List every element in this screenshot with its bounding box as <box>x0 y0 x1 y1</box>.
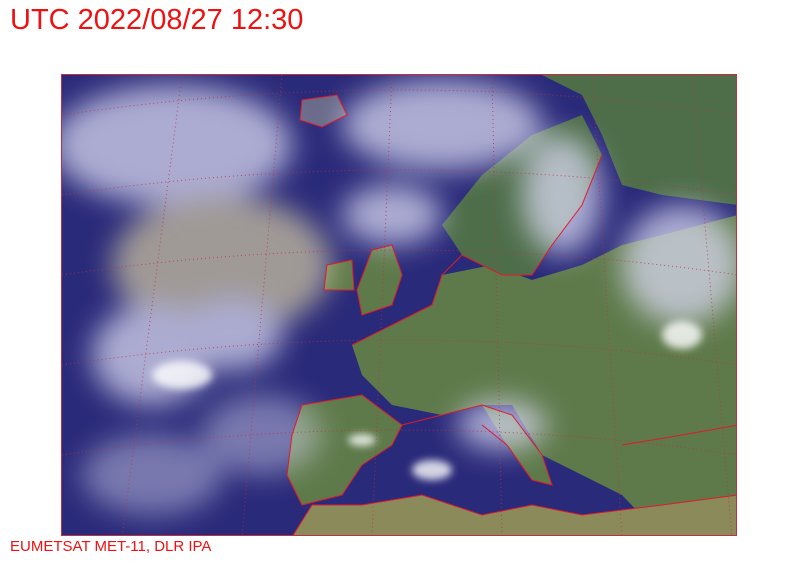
clouds <box>62 80 736 515</box>
satellite-map <box>61 74 737 536</box>
image-credit: EUMETSAT MET-11, DLR IPA <box>10 538 212 555</box>
coastlines <box>286 94 736 535</box>
satellite-image <box>62 75 736 535</box>
timestamp-title: UTC 2022/08/27 12:30 <box>10 4 304 36</box>
graticule <box>62 75 736 535</box>
bright-clouds <box>152 321 702 480</box>
